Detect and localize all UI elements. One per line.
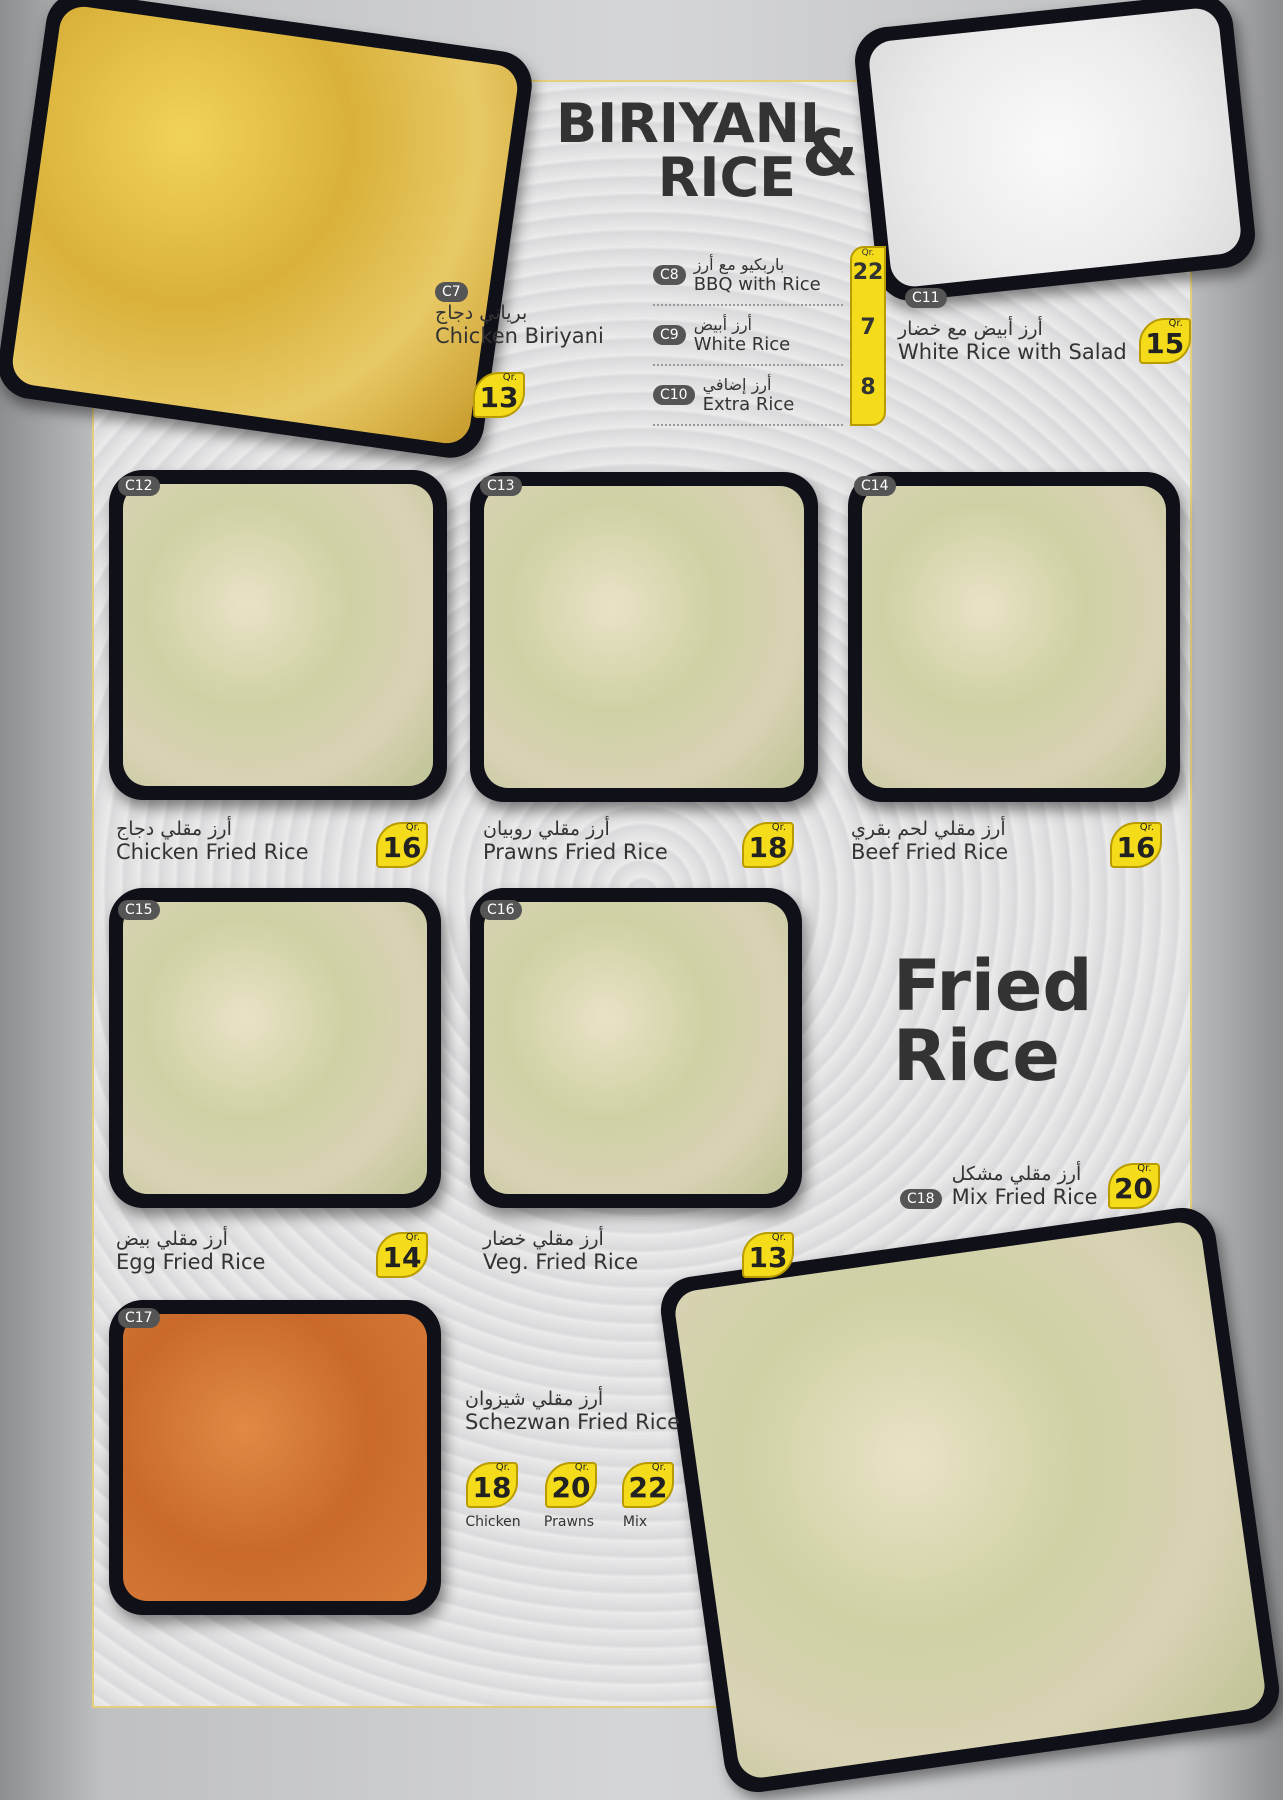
menu-item-c18[interactable]: C18 أرز مقلي مشكل Mix Fried Rice Qr. 20	[900, 1163, 1160, 1209]
item-code-c15: C15	[118, 900, 160, 920]
schezwan-fried-rice-image	[109, 1300, 441, 1615]
item-name-ar: أرز إضافي	[702, 375, 772, 394]
option-label-prawns: Prawns	[543, 1514, 595, 1530]
item-code: C7	[435, 282, 468, 302]
menu-item-c14[interactable]: أرز مقلي لحم بقري Beef Fried Rice	[851, 818, 1009, 864]
price-badge-c7: Qr. 13	[473, 372, 525, 418]
price-badge-c11: Qr. 15	[1138, 318, 1191, 364]
item-name-en: White Rice with Salad	[898, 340, 1127, 364]
egg-fried-rice-image	[109, 888, 441, 1208]
beef-fried-rice-image	[848, 472, 1180, 802]
menu-item-c16[interactable]: أرز مقلي خضار Veg. Fried Rice	[483, 1228, 639, 1274]
white-rice-image	[851, 0, 1259, 305]
menu-item-c13[interactable]: أرز مقلي روبيان Prawns Fried Rice	[483, 818, 668, 864]
item-code: C18	[900, 1189, 942, 1209]
menu-item-c8[interactable]: C8 باربكيو مع أرز BBQ with Rice	[653, 246, 843, 306]
item-name-en: Extra Rice	[702, 394, 795, 415]
price-c9: 7	[860, 315, 876, 340]
item-code-c13: C13	[480, 476, 522, 496]
item-code-c12: C12	[118, 476, 160, 496]
price-badge-mix: Qr. 22	[622, 1462, 674, 1508]
item-name-ar: أرز أبيض	[693, 315, 752, 334]
price-badge-c18: Qr. 20	[1107, 1163, 1160, 1209]
price-badge-chicken: Qr. 18	[466, 1462, 518, 1508]
item-code-c11: C11	[905, 288, 947, 308]
chicken-fried-rice-image	[109, 470, 447, 800]
title-line2: RICE	[657, 146, 796, 209]
menu-item-c15[interactable]: أرز مقلي بيض Egg Fried Rice	[116, 1228, 266, 1274]
title-line1: BIRIYANI	[556, 92, 820, 155]
chicken-biriyani-image	[0, 0, 537, 463]
menu-item-c17[interactable]: أرز مقلي شيزوان Schezwan Fried Rice	[465, 1388, 680, 1434]
menu-item-c9[interactable]: C9 أرز أبيض White Rice	[653, 306, 843, 366]
price-badge-c13: Qr. 18	[742, 822, 794, 868]
biriyani-rice-title: BIRIYANI RICE	[556, 92, 820, 209]
price-badge-c14: Qr. 16	[1110, 822, 1162, 868]
item-name-en: White Rice	[693, 334, 791, 355]
menu-item-c12[interactable]: أرز مقلي دجاج Chicken Fried Rice	[116, 818, 309, 864]
item-name-ar: باربكيو مع أرز	[693, 255, 785, 274]
item-code-c14: C14	[854, 476, 896, 496]
item-name-en: Chicken Biriyani	[435, 324, 604, 348]
rice-list: C8 باربكيو مع أرز BBQ with Rice C9 أرز أبيض…	[653, 246, 843, 426]
ampersand: &	[802, 117, 858, 191]
veg-fried-rice-image	[470, 888, 802, 1208]
item-name-en: BBQ with Rice	[693, 274, 821, 295]
price-c8: 22	[852, 260, 884, 285]
price-column: Qr. 22 7 8	[850, 246, 886, 426]
option-label-chicken: Chicken	[465, 1514, 521, 1530]
item-name-ar: أرز أبيض مع خضار	[898, 318, 1043, 340]
prawns-fried-rice-image	[470, 472, 818, 802]
price-badge-c16: Qr. 13	[742, 1232, 794, 1278]
price-badge-c15: Qr. 14	[376, 1232, 428, 1278]
fried-rice-title: Fried Rice	[893, 951, 1092, 1091]
item-code-c16: C16	[480, 900, 522, 920]
menu-item-c7[interactable]: C7 برياني دجاج Chicken Biriyani	[435, 281, 604, 348]
item-name-ar: برياني دجاج	[435, 302, 528, 324]
title-line2: Rice	[893, 1015, 1060, 1097]
option-label-mix: Mix	[622, 1514, 648, 1530]
menu-item-c11[interactable]: أرز أبيض مع خضار White Rice with Salad Q…	[898, 318, 1191, 364]
menu-item-c10[interactable]: C10 أرز إضافي Extra Rice	[653, 366, 843, 426]
price-c10: 8	[860, 375, 876, 400]
mix-fried-rice-image	[656, 1203, 1283, 1797]
price-badge-prawns: Qr. 20	[545, 1462, 597, 1508]
title-line1: Fried	[893, 945, 1093, 1027]
price-badge-c12: Qr. 16	[376, 822, 428, 868]
item-code-c17: C17	[118, 1308, 160, 1328]
